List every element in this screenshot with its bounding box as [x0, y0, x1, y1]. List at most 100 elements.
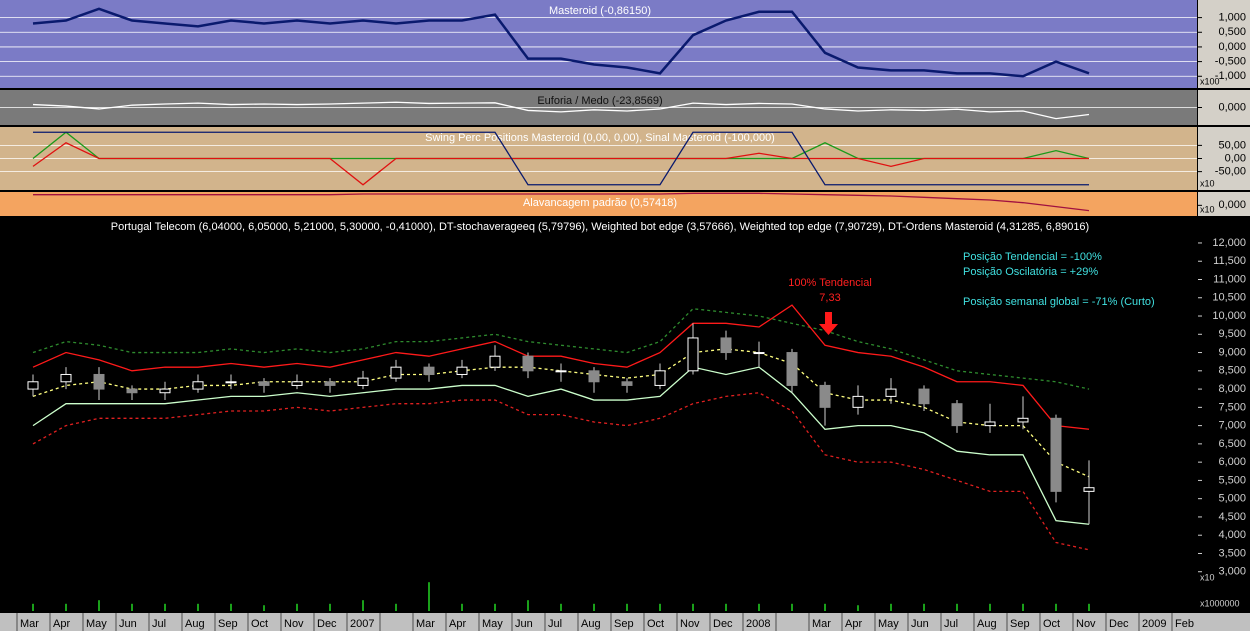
axis-background — [1198, 90, 1250, 125]
x-tick-label: Dec — [713, 618, 733, 630]
volume-bar — [1088, 603, 1090, 611]
axis-background — [1198, 0, 1250, 88]
y-tick-label: 0,500 — [1218, 26, 1246, 38]
x-tick-label: Nov — [1076, 618, 1096, 630]
x-tick-label: Dec — [1109, 618, 1129, 630]
x-tick-label: Apr — [53, 618, 70, 630]
candle-body — [291, 381, 303, 386]
x-tick-label: May — [86, 618, 107, 630]
candle-body — [357, 377, 369, 386]
volume-bar — [329, 603, 331, 611]
candle-body — [984, 421, 996, 427]
panel-title: Masteroid (-0,86150) — [549, 5, 651, 17]
candle-body — [918, 388, 930, 405]
x-tick-label: Jun — [119, 618, 137, 630]
x-tick-label: Mar — [20, 618, 39, 630]
x-tick-label: 2009 — [1142, 618, 1166, 630]
y-tick-label: 0,000 — [1218, 199, 1246, 211]
x-tick-label: Sep — [614, 618, 634, 630]
volume-bar — [791, 603, 793, 611]
candle-body — [60, 373, 72, 383]
volume-bar — [593, 603, 595, 611]
y-tick-label: 8,500 — [1218, 365, 1246, 377]
y-tick-label: 7,000 — [1218, 420, 1246, 432]
panel-title: Alavancagem padrão (0,57418) — [523, 197, 677, 209]
volume-bar — [461, 603, 463, 611]
candle-body — [1083, 487, 1095, 492]
volume-bar — [32, 603, 34, 611]
volume-bar — [65, 603, 67, 611]
y-tick-label: 4,500 — [1218, 511, 1246, 523]
candle-body — [93, 373, 105, 390]
volume-bar — [98, 600, 100, 611]
x-tick-label: May — [878, 618, 899, 630]
candle-body — [27, 381, 39, 390]
y-tick-label: -50,00 — [1215, 166, 1246, 178]
volume-bar — [626, 603, 628, 611]
axis-background — [1198, 192, 1250, 216]
scale-label: x100 — [1200, 76, 1220, 86]
x-tick-label: Nov — [680, 618, 700, 630]
x-tick-label: Jul — [944, 618, 958, 630]
volume-bar — [362, 600, 364, 611]
volume-bar — [857, 605, 859, 611]
volume-bar — [1022, 603, 1024, 611]
candle-body — [621, 381, 633, 386]
volume-bar — [890, 603, 892, 611]
candle-body — [390, 366, 402, 379]
candle-body — [126, 388, 138, 394]
panel-title: Euforia / Medo (-23,8569) — [537, 95, 662, 107]
scale-label: x10 — [1200, 572, 1215, 582]
candle-body — [819, 384, 831, 408]
x-tick-label: Sep — [1010, 618, 1030, 630]
y-tick-label: 11,000 — [1213, 273, 1246, 285]
candle-body — [324, 381, 336, 386]
x-tick-label: Aug — [977, 618, 997, 630]
x-tick-label: Jun — [515, 618, 533, 630]
series-line — [32, 141, 1089, 186]
panel-background — [0, 192, 1197, 216]
note: Posição Oscilatória = +29% — [963, 266, 1098, 278]
candle-body — [753, 352, 765, 355]
volume-bar — [197, 603, 199, 611]
scale-label: x10 — [1200, 204, 1215, 214]
y-tick-label: 3,500 — [1218, 547, 1246, 559]
y-tick-label: 1,000 — [1218, 12, 1246, 24]
volume-bar — [824, 603, 826, 611]
scale-label: x1000000 — [1200, 598, 1240, 608]
candle-body — [489, 355, 501, 368]
y-tick-label: 6,500 — [1218, 438, 1246, 450]
note: Posição semanal global = -71% (Curto) — [963, 296, 1155, 308]
x-tick-label: Jul — [548, 618, 562, 630]
volume-bar — [428, 582, 430, 611]
y-tick-label: 4,000 — [1218, 529, 1246, 541]
x-tick-label: Aug — [185, 618, 205, 630]
volume-bar — [923, 603, 925, 611]
series-line — [32, 7, 1090, 78]
scale-label: x10 — [1200, 178, 1215, 188]
candle-body — [258, 381, 270, 386]
volume-bar — [527, 600, 529, 611]
series-line — [33, 131, 1089, 186]
x-tick-label: Mar — [416, 618, 435, 630]
candle-body — [687, 337, 699, 372]
annotation-arrow — [819, 312, 838, 335]
y-tick-label: 9,500 — [1218, 328, 1246, 340]
y-tick-label: 3,000 — [1218, 566, 1246, 578]
candle-body — [159, 388, 171, 394]
volume-bar — [758, 603, 760, 611]
series-line — [32, 392, 1090, 551]
x-tick-label: Oct — [647, 618, 664, 630]
y-tick-label: 10,500 — [1212, 292, 1246, 304]
volume-bar — [164, 603, 166, 611]
y-tick-label: 11,500 — [1213, 255, 1246, 267]
candle-body — [456, 366, 468, 375]
candle-body — [522, 355, 534, 372]
volume-bar — [230, 603, 232, 611]
x-tick-label: Jun — [911, 618, 929, 630]
candle-body — [654, 370, 666, 386]
volume-bar — [989, 603, 991, 611]
x-tick-label: Sep — [218, 618, 238, 630]
x-tick-label: 2008 — [746, 618, 770, 630]
